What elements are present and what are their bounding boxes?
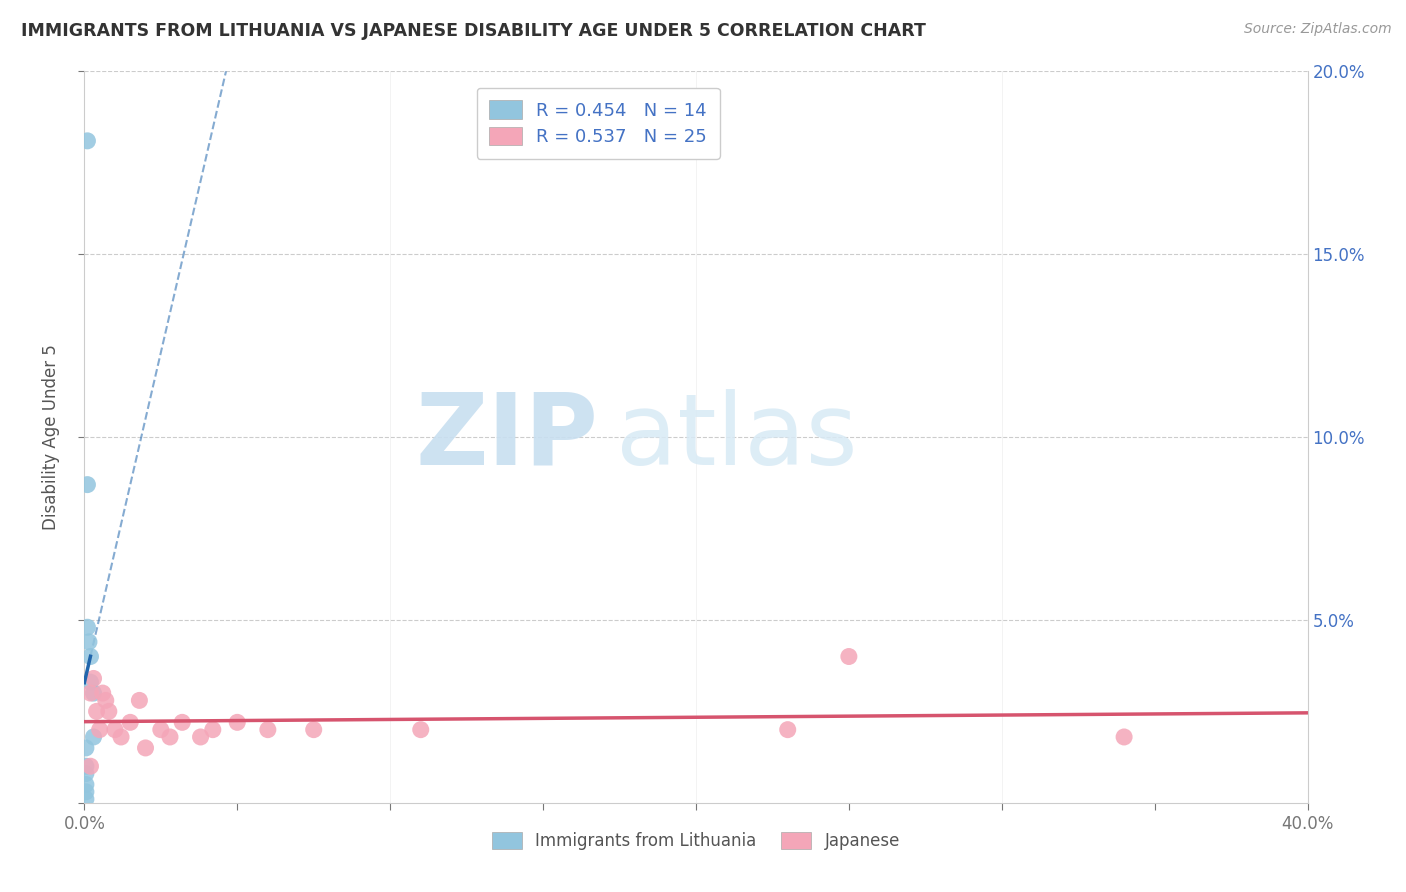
Point	[75, 740, 97, 755]
Point	[302, 723, 325, 737]
Point	[257, 723, 280, 737]
Text: IMMIGRANTS FROM LITHUANIA VS JAPANESE DISABILITY AGE UNDER 5 CORRELATION CHART: IMMIGRANTS FROM LITHUANIA VS JAPANESE DI…	[21, 22, 927, 40]
Point	[149, 723, 172, 737]
Point	[75, 766, 97, 780]
Point	[75, 778, 97, 792]
Point	[76, 477, 98, 491]
Point	[104, 723, 127, 737]
Point	[128, 693, 150, 707]
Point	[1114, 730, 1136, 744]
Text: ZIP: ZIP	[415, 389, 598, 485]
Point	[94, 693, 117, 707]
Text: Source: ZipAtlas.com: Source: ZipAtlas.com	[1244, 22, 1392, 37]
Point	[75, 792, 97, 806]
Point	[79, 759, 101, 773]
Point	[83, 686, 105, 700]
Point	[120, 715, 142, 730]
Point	[76, 134, 98, 148]
Point	[86, 705, 108, 719]
Point	[75, 759, 97, 773]
Point	[79, 649, 101, 664]
Point	[79, 686, 101, 700]
Point	[97, 705, 120, 719]
Text: atlas: atlas	[616, 389, 858, 485]
Point	[110, 730, 132, 744]
Point	[89, 723, 111, 737]
Point	[77, 635, 100, 649]
Point	[226, 715, 249, 730]
Y-axis label: Disability Age Under 5: Disability Age Under 5	[42, 344, 60, 530]
Point	[776, 723, 799, 737]
Point	[409, 723, 432, 737]
Point	[159, 730, 181, 744]
Point	[83, 730, 105, 744]
Point	[172, 715, 194, 730]
Legend: Immigrants from Lithuania, Japanese: Immigrants from Lithuania, Japanese	[485, 825, 907, 856]
Point	[190, 730, 212, 744]
Point	[83, 672, 105, 686]
Point	[91, 686, 114, 700]
Point	[79, 675, 101, 690]
Point	[75, 785, 97, 799]
Point	[838, 649, 860, 664]
Point	[135, 740, 157, 755]
Point	[201, 723, 224, 737]
Point	[76, 620, 98, 634]
